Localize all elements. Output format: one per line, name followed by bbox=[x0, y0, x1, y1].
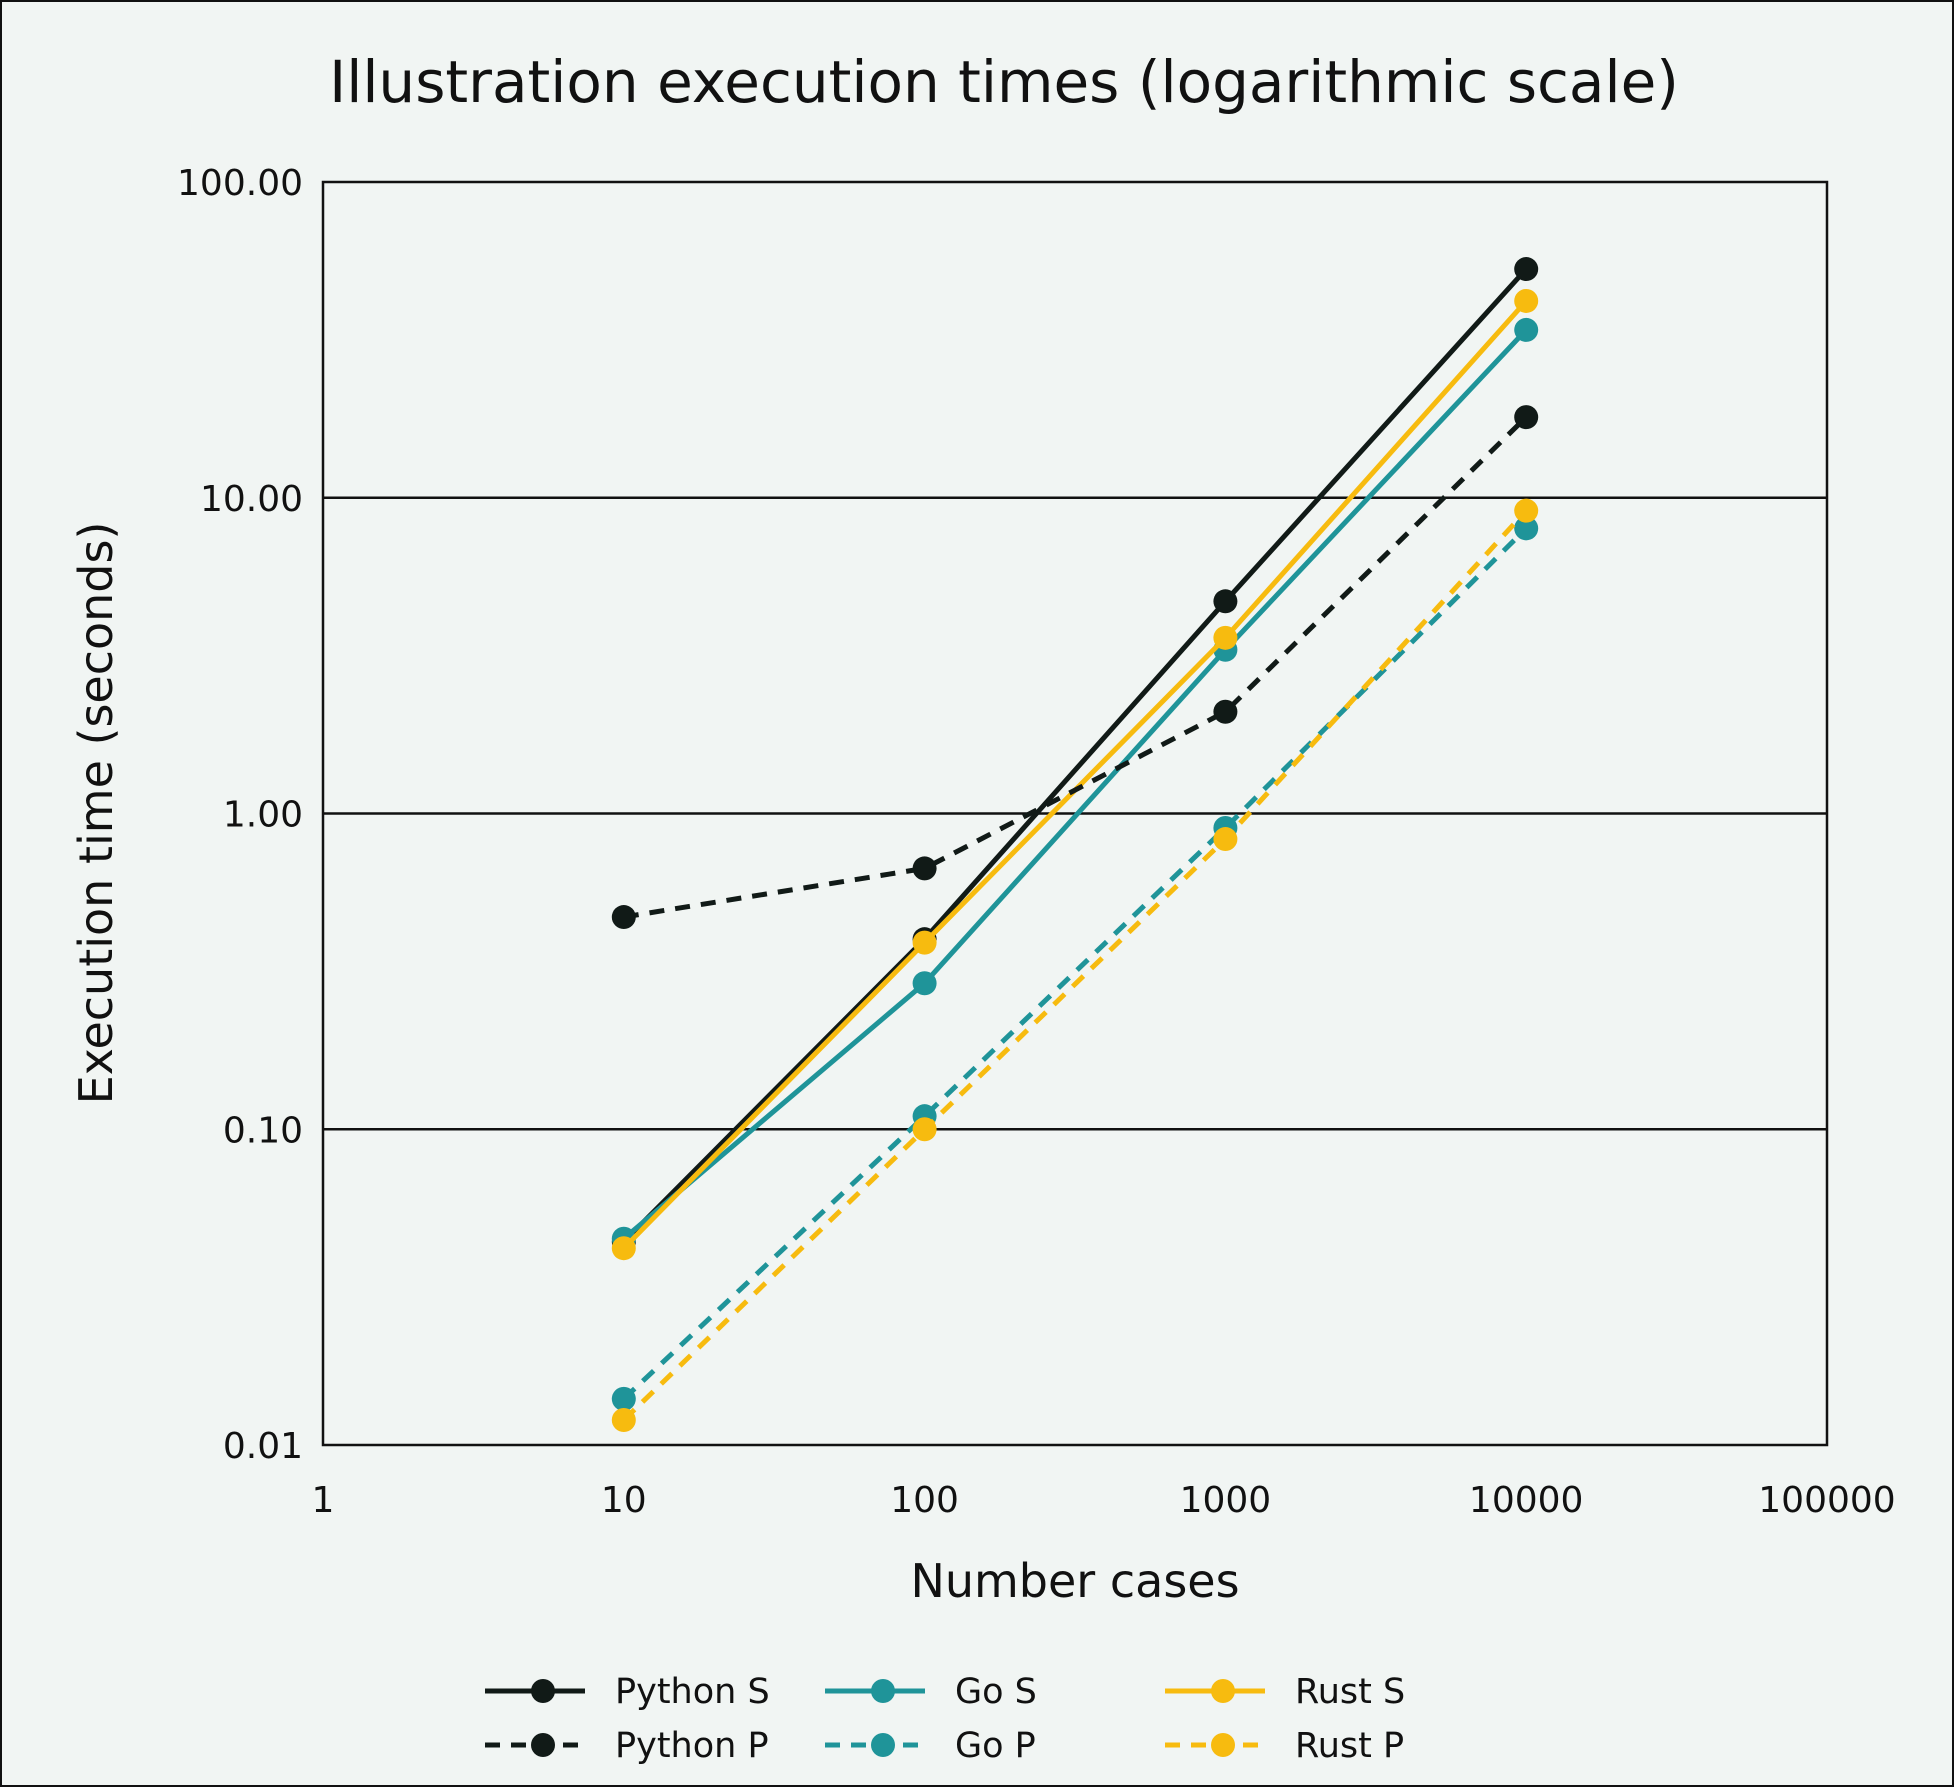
data-point-rust-s bbox=[912, 930, 937, 955]
legend-label: Go P bbox=[955, 1726, 1036, 1766]
x-axis-label: Number cases bbox=[910, 1554, 1239, 1608]
series-line-rust-p bbox=[622, 509, 1529, 1422]
data-point-rust-s bbox=[611, 1236, 636, 1261]
data-point-rust-p bbox=[611, 1407, 636, 1432]
data-point-rust-p bbox=[1514, 498, 1539, 523]
y-tick-labels: 0.01 0.10 1.00 10.00 100.00 bbox=[177, 163, 303, 1467]
series-python-p bbox=[611, 405, 1539, 930]
x-tick-label: 1 bbox=[312, 1480, 335, 1521]
legend: Python S Go S Rust S Python P Go P Rust P bbox=[485, 1672, 1405, 1766]
x-tick-label: 100 bbox=[890, 1480, 959, 1521]
data-point-rust-s bbox=[1213, 625, 1238, 650]
data-point-go-p bbox=[611, 1386, 636, 1411]
series-line-python-s bbox=[622, 267, 1529, 1244]
y-axis-label: Execution time (seconds) bbox=[69, 522, 123, 1105]
data-point-rust-s bbox=[1514, 288, 1539, 313]
series-rust-p bbox=[611, 498, 1539, 1432]
legend-item-rust-s: Rust S bbox=[1165, 1672, 1405, 1712]
legend-label: Rust S bbox=[1295, 1672, 1405, 1712]
y-tick-label: 0.01 bbox=[223, 1426, 303, 1467]
data-point-python-p bbox=[1514, 405, 1539, 430]
y-tick-label: 1.00 bbox=[223, 795, 303, 836]
legend-label: Go S bbox=[955, 1672, 1037, 1712]
data-point-python-p bbox=[611, 905, 636, 930]
data-point-go-s bbox=[1514, 317, 1539, 342]
data-point-rust-p bbox=[912, 1117, 937, 1142]
x-tick-label: 100000 bbox=[1758, 1480, 1895, 1521]
chart-title: Illustration execution times (logarithmi… bbox=[329, 48, 1679, 116]
legend-swatch-marker bbox=[1211, 1733, 1235, 1757]
legend-swatch-marker bbox=[871, 1679, 895, 1703]
series-layer bbox=[611, 257, 1539, 1432]
y-tick-label: 100.00 bbox=[177, 163, 303, 204]
data-point-python-s bbox=[1213, 589, 1238, 614]
legend-label: Rust P bbox=[1295, 1726, 1404, 1766]
legend-item-go-s: Go S bbox=[825, 1672, 1037, 1712]
legend-swatch-marker bbox=[1211, 1679, 1235, 1703]
legend-label: Python S bbox=[615, 1672, 770, 1712]
x-tick-labels: 1 10 100 1000 10000 100000 bbox=[312, 1480, 1896, 1521]
x-tick-label: 1000 bbox=[1180, 1480, 1272, 1521]
legend-item-rust-p: Rust P bbox=[1165, 1726, 1404, 1766]
legend-item-python-p: Python P bbox=[485, 1726, 769, 1766]
data-point-python-p bbox=[912, 856, 937, 881]
x-tick-label: 10 bbox=[601, 1480, 647, 1521]
legend-swatch-marker bbox=[531, 1679, 555, 1703]
data-point-python-s bbox=[1514, 257, 1539, 282]
legend-item-python-s: Python S bbox=[485, 1672, 770, 1712]
series-python-s bbox=[611, 257, 1539, 1254]
plot-area bbox=[321, 180, 1829, 1447]
x-tick-label: 10000 bbox=[1469, 1480, 1584, 1521]
legend-item-go-p: Go P bbox=[825, 1726, 1036, 1766]
series-line-go-p bbox=[622, 526, 1528, 1401]
legend-label: Python P bbox=[615, 1726, 769, 1766]
data-point-go-s bbox=[912, 971, 937, 996]
legend-swatch-marker bbox=[871, 1733, 895, 1757]
series-line-python-p bbox=[623, 415, 1528, 920]
legend-swatch-marker bbox=[531, 1733, 555, 1757]
data-point-rust-p bbox=[1213, 827, 1238, 852]
data-point-python-p bbox=[1213, 699, 1238, 724]
y-tick-label: 0.10 bbox=[223, 1110, 303, 1151]
data-point-go-p bbox=[1514, 516, 1539, 541]
y-tick-label: 10.00 bbox=[200, 479, 303, 520]
series-line-go-s bbox=[622, 328, 1529, 1241]
